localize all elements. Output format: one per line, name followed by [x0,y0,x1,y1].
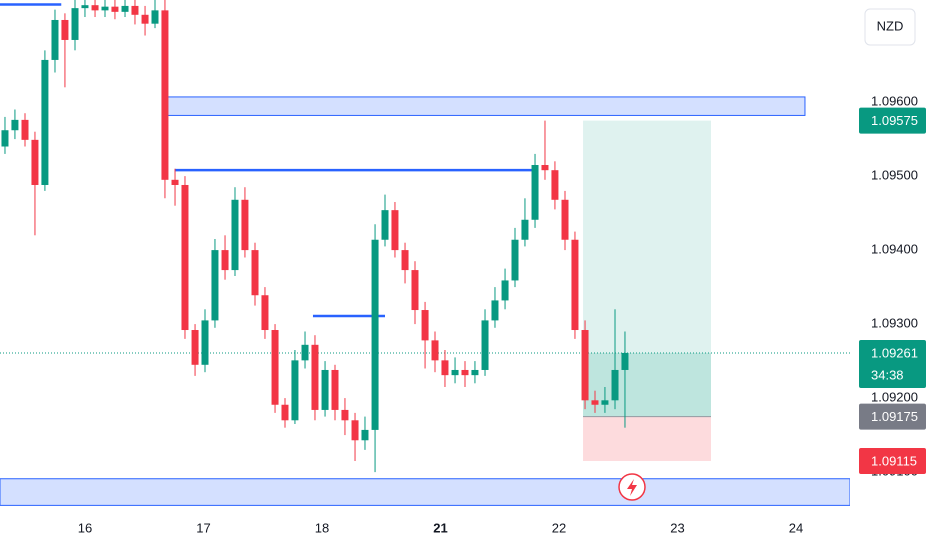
candle-body [141,14,149,24]
x-tick-label: 21 [433,520,447,535]
candle-body [511,239,519,281]
x-tick-label: 17 [196,520,210,535]
candle-body [561,199,569,240]
candle-body [41,59,49,185]
candle-body [441,360,449,376]
candle-body [311,344,319,410]
candle-body [341,409,349,421]
candle-body [91,5,99,11]
candle-body [611,369,619,401]
candle-body [231,199,239,271]
y-tick-label: 1.09400 [871,242,918,257]
price-badge [859,339,926,388]
candle-body [551,170,559,200]
profit-zone [583,120,711,417]
candle-body [381,210,389,240]
candle-body [131,5,139,15]
y-tick-label: 1.09600 [871,94,918,109]
x-tick-label: 22 [552,520,566,535]
zone [162,96,806,116]
x-tick-label: 16 [78,520,92,535]
candle-body [161,10,169,180]
price-axis: 1.09600 1.09500 1.09400 1.09300 1.09200 1.091… [850,94,918,479]
candle-body [31,139,39,185]
candle-body [201,320,209,365]
candle-body [461,369,469,376]
open-profit [583,352,711,417]
stop-badge-label: 1.09115 [871,453,917,468]
candle-body [601,400,609,405]
candle-body [401,250,409,271]
zone [0,478,850,506]
candle-body [481,320,489,370]
target-badge-label: 1.09575 [871,113,918,128]
candle-body [451,369,459,376]
lightning [627,479,637,496]
candle-body [241,199,249,251]
candle-body [371,239,379,430]
x-tick-label: 23 [670,520,684,535]
candle-body [391,210,399,251]
candle-body [221,250,229,271]
candle-body [541,165,549,171]
candle-body [281,404,289,421]
candle-body [621,352,629,370]
candle-body [261,295,269,331]
candle-body [151,10,159,24]
candle-body [431,340,439,361]
y-tick-label: 1.09300 [871,316,918,331]
candle-body [81,5,89,9]
target-badge [859,107,926,134]
plot-area [0,0,850,506]
candle-body [411,270,419,311]
candle-body [521,219,529,240]
candle-body [351,420,359,441]
candle-body [271,330,279,405]
candle-body [171,179,179,185]
candle-body [301,344,309,361]
price-badge-label: 1.09261 [871,345,918,360]
candle-body [191,330,199,365]
candle-body [21,119,29,140]
candle-body [291,360,299,421]
candle-body [111,6,119,12]
candle-body [361,429,369,441]
stop-badge [859,447,926,474]
candle-body [211,250,219,321]
candle-body [251,250,259,296]
candle-body [1,130,9,147]
candle-body [581,330,589,401]
countdown: 34:38 [871,367,904,382]
candle-body [591,400,599,405]
x-tick-label: 24 [789,520,803,535]
currency: NZD [877,18,904,33]
candle-body [181,184,189,331]
candle-body [121,5,129,12]
entry-badge [859,403,926,430]
candle-body [51,19,59,60]
candle-body [421,310,429,341]
candle-body [61,19,69,40]
candle-body [531,165,539,220]
y-tick-label: 1.09500 [871,168,918,183]
candle-body [571,239,579,331]
currency-box[interactable] [864,8,916,46]
candle-body [331,369,339,410]
candle-body [501,280,509,301]
candle-body [71,8,79,40]
x-tick-label: 18 [315,520,329,535]
candle-body [471,369,479,376]
loss-zone [583,416,711,461]
candle-body [491,300,499,321]
y-tick-label: 1.09200 [871,390,918,405]
candle-body [101,6,109,11]
candle-body [11,119,19,131]
candle-body [321,369,329,410]
entry-badge-label: 1.09175 [871,409,918,424]
